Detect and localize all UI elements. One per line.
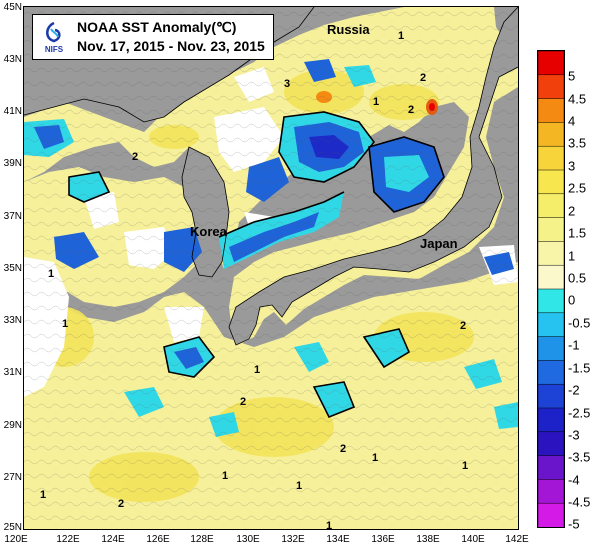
lon-tick-label: 124E bbox=[101, 534, 125, 545]
lon-tick-label: 132E bbox=[281, 534, 305, 545]
contour-label: 1 bbox=[40, 489, 47, 501]
colorbar-band bbox=[538, 241, 564, 266]
colorbar-band bbox=[538, 169, 564, 195]
contour-label: 2 bbox=[118, 498, 125, 510]
colorbar-band bbox=[538, 360, 564, 385]
colorbar-label: -3.5 bbox=[568, 449, 591, 465]
lon-tick-label: 140E bbox=[461, 534, 485, 545]
colorbar-label: -2.5 bbox=[568, 405, 591, 421]
lat-tick-label: 33N bbox=[3, 315, 22, 326]
colorbar-band bbox=[538, 145, 564, 171]
colorbar-band bbox=[538, 502, 564, 527]
colorbar-label: 4 bbox=[568, 113, 576, 129]
lat-tick-label: 25N bbox=[3, 522, 22, 533]
sst-map-canvas bbox=[24, 7, 518, 529]
coastlines bbox=[24, 7, 518, 346]
contour-label: 1 bbox=[372, 452, 379, 464]
lat-tick-label: 27N bbox=[3, 472, 22, 483]
colorbar-band bbox=[538, 383, 564, 409]
colorbar-label: 3 bbox=[568, 158, 576, 174]
colorbar-label: -0.5 bbox=[568, 315, 591, 331]
contour-label: 1 bbox=[222, 470, 229, 482]
contour-lines bbox=[24, 7, 518, 529]
svg-text:NIFS: NIFS bbox=[45, 45, 64, 54]
colorbar-band bbox=[538, 51, 564, 76]
contour-label: 1 bbox=[296, 480, 303, 492]
colorbar-label: -5 bbox=[568, 516, 580, 532]
colorbar-label: 0 bbox=[568, 292, 576, 308]
colorbar-label: 1.5 bbox=[568, 225, 587, 241]
lon-tick-label: 122E bbox=[56, 534, 80, 545]
colorbar-band bbox=[538, 122, 564, 147]
contour-label: 1 bbox=[254, 364, 261, 376]
place-label-korea: Korea bbox=[190, 224, 227, 239]
lat-tick-label: 43N bbox=[3, 54, 22, 65]
colorbar-label: 3.5 bbox=[568, 135, 587, 151]
colorbar-label: -2 bbox=[568, 382, 580, 398]
lon-tick-label: 130E bbox=[236, 534, 260, 545]
nifs-logo-icon: NIFS bbox=[45, 21, 64, 54]
lat-tick-label: 35N bbox=[3, 263, 22, 274]
colorbar-band bbox=[538, 479, 564, 504]
lon-tick-label: 126E bbox=[146, 534, 170, 545]
lat-tick-label: 41N bbox=[3, 106, 22, 117]
colorbar-label: 5 bbox=[568, 68, 576, 84]
lon-tick-label: 138E bbox=[416, 534, 440, 545]
contour-label: 1 bbox=[48, 268, 55, 280]
colorbar bbox=[537, 50, 565, 528]
colorbar-label: 2.5 bbox=[568, 180, 587, 196]
sst-map bbox=[23, 6, 519, 530]
colorbar-band bbox=[538, 217, 564, 243]
colorbar-label: 0.5 bbox=[568, 270, 587, 286]
contour-label: 2 bbox=[408, 104, 415, 116]
colorbar-band bbox=[538, 98, 564, 124]
colorbar-label: -1 bbox=[568, 337, 580, 353]
lat-tick-label: 45N bbox=[3, 2, 22, 13]
lon-tick-label: 136E bbox=[371, 534, 395, 545]
colorbar-band bbox=[538, 407, 564, 433]
map-title-box: NIFS NOAA SST Anomaly(℃) Nov. 17, 2015 -… bbox=[32, 14, 274, 60]
colorbar-band bbox=[538, 312, 564, 338]
colorbar-label: -3 bbox=[568, 427, 580, 443]
place-label-russia: Russia bbox=[327, 22, 370, 37]
contour-label: 1 bbox=[326, 520, 333, 532]
contour-label: 3 bbox=[284, 78, 291, 90]
colorbar-band bbox=[538, 431, 564, 457]
colorbar-label: 2 bbox=[568, 203, 576, 219]
map-title: NOAA SST Anomaly(℃) bbox=[77, 19, 237, 35]
contour-label: 2 bbox=[132, 151, 139, 163]
lon-tick-label: 128E bbox=[190, 534, 214, 545]
colorbar-label: -1.5 bbox=[568, 360, 591, 376]
colorbar-band bbox=[538, 74, 564, 100]
lon-tick-label: 134E bbox=[326, 534, 350, 545]
contour-label: 1 bbox=[398, 30, 405, 42]
colorbar-band bbox=[538, 336, 564, 362]
contour-label: 1 bbox=[373, 96, 380, 108]
colorbar-label: 4.5 bbox=[568, 91, 587, 107]
colorbar-label: -4.5 bbox=[568, 494, 591, 510]
colorbar-band bbox=[538, 193, 564, 219]
contour-label: 2 bbox=[420, 72, 427, 84]
lon-tick-label: 120E bbox=[4, 534, 28, 545]
zero-contours bbox=[68, 111, 445, 419]
lat-tick-label: 39N bbox=[3, 158, 22, 169]
colorbar-band bbox=[538, 264, 564, 290]
map-date-range: Nov. 17, 2015 - Nov. 23, 2015 bbox=[77, 38, 265, 54]
lat-tick-label: 29N bbox=[3, 420, 22, 431]
contour-label: 2 bbox=[240, 396, 247, 408]
colorbar-label: -4 bbox=[568, 472, 580, 488]
contour-label: 1 bbox=[62, 318, 69, 330]
place-label-japan: Japan bbox=[420, 236, 458, 251]
colorbar-label: 1 bbox=[568, 248, 576, 264]
colorbar-band bbox=[538, 455, 564, 481]
colorbar-band bbox=[538, 288, 564, 314]
lat-tick-label: 31N bbox=[3, 367, 22, 378]
contour-label: 2 bbox=[340, 443, 347, 455]
lat-tick-label: 37N bbox=[3, 211, 22, 222]
contour-label: 2 bbox=[460, 320, 467, 332]
lon-tick-label: 142E bbox=[505, 534, 529, 545]
contour-label: 1 bbox=[462, 460, 469, 472]
